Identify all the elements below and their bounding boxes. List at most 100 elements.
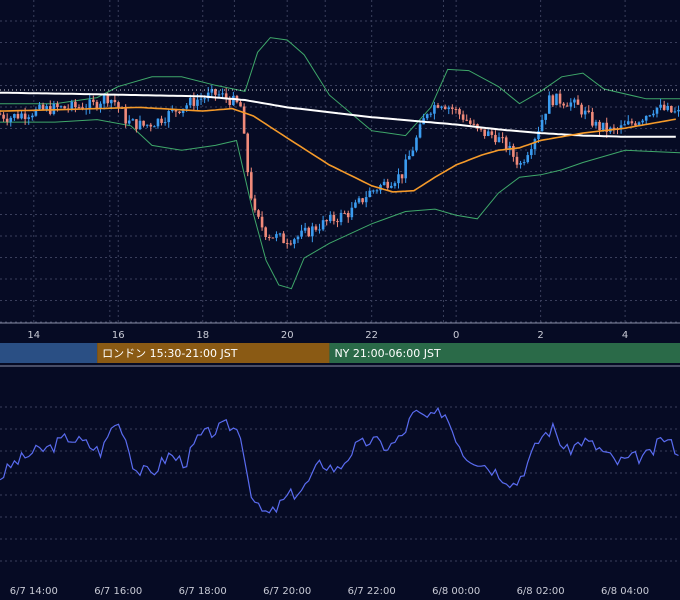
candle-body[interactable] <box>203 98 206 100</box>
candle-body[interactable] <box>41 104 45 110</box>
candle-body[interactable] <box>364 197 368 203</box>
candle-body[interactable] <box>63 106 66 109</box>
candle-body[interactable] <box>659 104 662 108</box>
candle-body[interactable] <box>429 113 433 115</box>
candle-body[interactable] <box>343 212 346 214</box>
candle-body[interactable] <box>404 159 407 179</box>
candle-body[interactable] <box>354 202 357 208</box>
candle-body[interactable] <box>612 127 616 130</box>
candle-body[interactable] <box>562 103 565 106</box>
candle-body[interactable] <box>454 108 458 110</box>
candle-body[interactable] <box>321 220 325 230</box>
candle-body[interactable] <box>415 137 418 151</box>
candle-body[interactable] <box>501 137 504 139</box>
candle-body[interactable] <box>239 102 242 107</box>
candle-body[interactable] <box>361 198 364 203</box>
candle-body[interactable] <box>95 101 99 109</box>
candle-body[interactable] <box>677 109 680 112</box>
candle-body[interactable] <box>149 124 153 127</box>
candle-body[interactable] <box>325 220 328 222</box>
candle-body[interactable] <box>131 119 135 121</box>
candle-body[interactable] <box>368 190 372 198</box>
candle-body[interactable] <box>307 227 311 237</box>
candle-body[interactable] <box>38 104 41 110</box>
candle-body[interactable] <box>350 207 354 218</box>
candle-body[interactable] <box>45 106 48 110</box>
candle-body[interactable] <box>314 226 318 230</box>
candle-body[interactable] <box>623 124 626 126</box>
candle-body[interactable] <box>336 221 339 223</box>
candle-body[interactable] <box>174 109 178 112</box>
candle-body[interactable] <box>583 110 587 115</box>
candle-body[interactable] <box>526 155 530 163</box>
candle-body[interactable] <box>20 113 23 119</box>
candle-body[interactable] <box>257 210 260 217</box>
candle-body[interactable] <box>479 128 483 130</box>
candle-body[interactable] <box>591 111 594 126</box>
candle-body[interactable] <box>447 107 451 110</box>
candle-body[interactable] <box>13 114 16 118</box>
candle-body[interactable] <box>598 121 601 131</box>
candle-body[interactable] <box>181 108 185 114</box>
candle-body[interactable] <box>565 105 569 107</box>
candle-body[interactable] <box>497 137 501 143</box>
candle-body[interactable] <box>135 119 138 130</box>
candle-body[interactable] <box>160 118 163 123</box>
candle-body[interactable] <box>88 99 92 109</box>
candle-body[interactable] <box>188 97 192 106</box>
candle-body[interactable] <box>551 95 555 106</box>
candle-body[interactable] <box>210 89 214 93</box>
candle-body[interactable] <box>644 115 648 121</box>
candle-body[interactable] <box>436 105 440 108</box>
candle-body[interactable] <box>670 105 673 113</box>
candle-body[interactable] <box>397 174 400 184</box>
candle-body[interactable] <box>490 131 494 135</box>
candle-body[interactable] <box>569 102 573 107</box>
candle-body[interactable] <box>5 118 9 122</box>
candle-body[interactable] <box>196 99 199 106</box>
candle-body[interactable] <box>92 99 95 102</box>
candle-body[interactable] <box>228 98 232 106</box>
candle-body[interactable] <box>372 190 375 192</box>
candle-body[interactable] <box>70 101 74 109</box>
candle-body[interactable] <box>332 214 336 222</box>
candle-body[interactable] <box>102 94 106 104</box>
candle-body[interactable] <box>27 117 31 119</box>
candle-body[interactable] <box>508 145 512 150</box>
candle-body[interactable] <box>138 120 142 130</box>
candle-body[interactable] <box>260 216 264 228</box>
candle-body[interactable] <box>99 103 102 109</box>
candle-body[interactable] <box>339 212 343 223</box>
candle-body[interactable] <box>440 106 443 108</box>
candle-body[interactable] <box>655 107 659 114</box>
candle-body[interactable] <box>59 106 63 108</box>
candle-body[interactable] <box>178 111 181 114</box>
candle-body[interactable] <box>224 93 228 99</box>
candle-body[interactable] <box>185 105 188 109</box>
candle-body[interactable] <box>540 119 544 132</box>
candle-body[interactable] <box>253 198 257 211</box>
candle-body[interactable] <box>580 104 583 115</box>
candle-body[interactable] <box>0 113 2 115</box>
candle-body[interactable] <box>206 92 210 99</box>
candle-body[interactable] <box>278 233 282 235</box>
candle-body[interactable] <box>666 105 670 110</box>
candle-body[interactable] <box>519 163 522 165</box>
candle-body[interactable] <box>124 108 127 124</box>
candle-body[interactable] <box>171 109 174 112</box>
candle-body[interactable] <box>458 109 461 115</box>
candle-body[interactable] <box>375 190 379 192</box>
candle-body[interactable] <box>357 198 361 203</box>
candle-body[interactable] <box>267 236 271 238</box>
candle-body[interactable] <box>522 162 526 164</box>
candle-body[interactable] <box>300 230 303 237</box>
candle-body[interactable] <box>199 98 203 100</box>
candle-body[interactable] <box>74 101 77 108</box>
candle-body[interactable] <box>221 93 224 95</box>
candle-body[interactable] <box>117 102 120 108</box>
candle-body[interactable] <box>537 131 540 140</box>
candle-body[interactable] <box>109 100 113 104</box>
candle-body[interactable] <box>113 100 117 103</box>
candle-body[interactable] <box>289 243 293 245</box>
